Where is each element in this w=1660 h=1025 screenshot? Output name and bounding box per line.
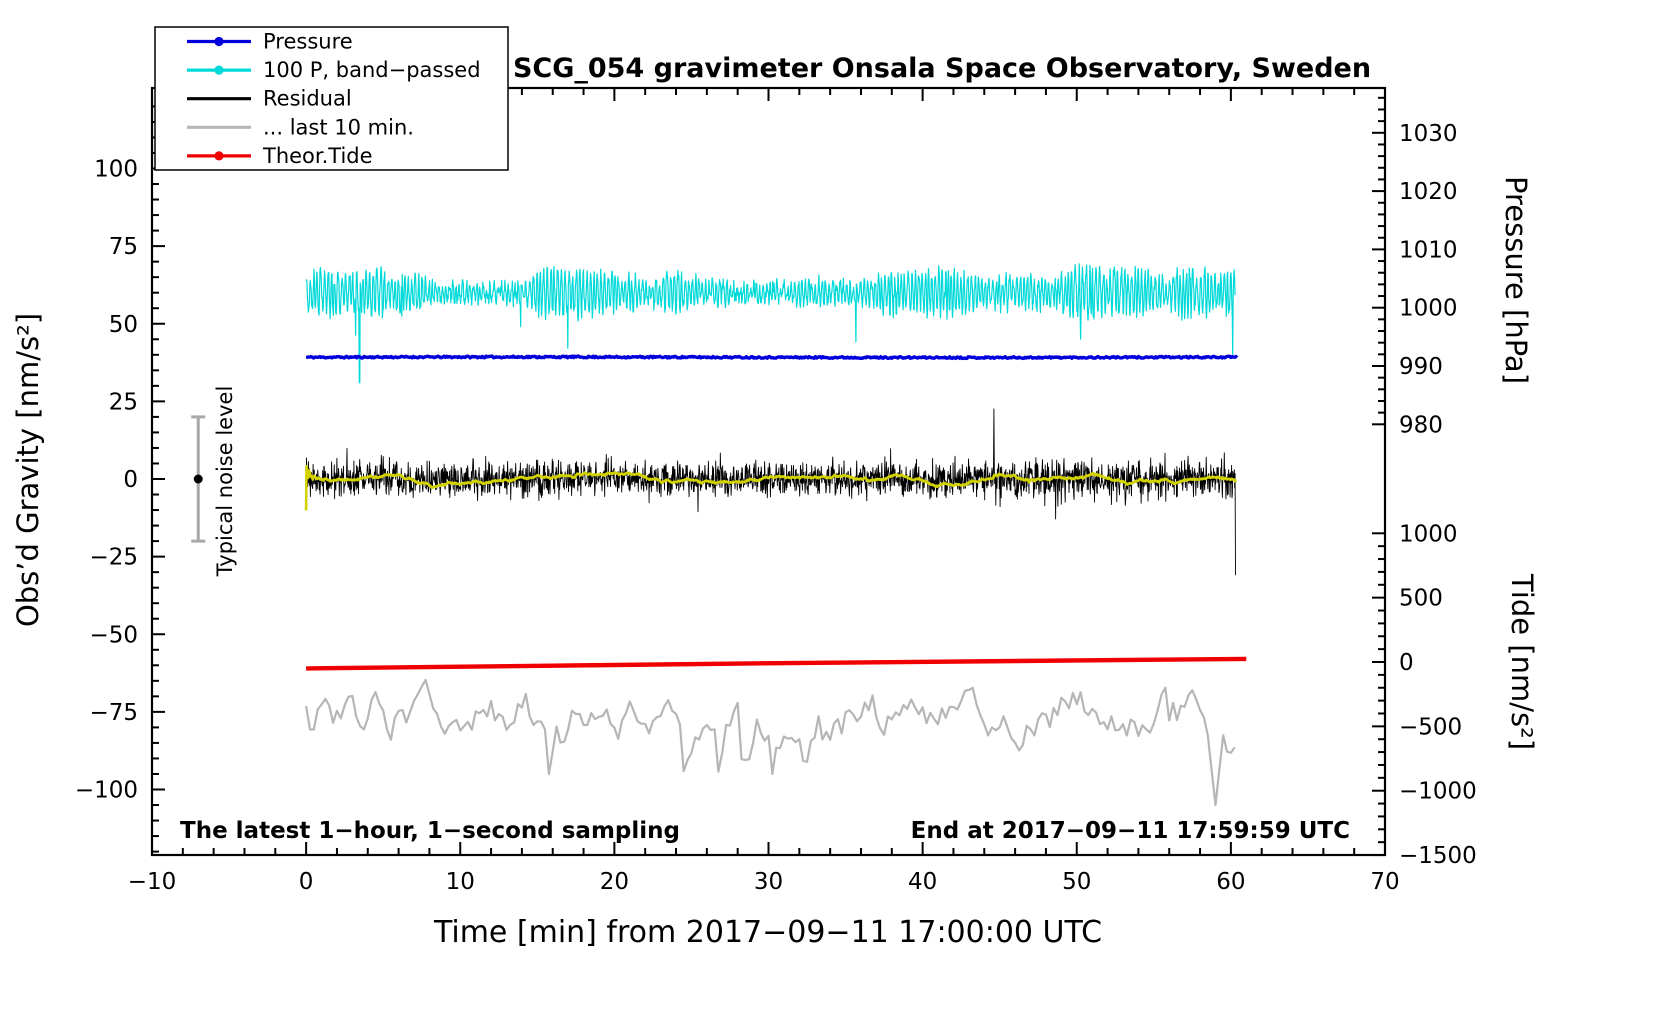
series-residual-smoothed (304, 465, 1237, 511)
x-tick-label: 50 (1062, 869, 1091, 895)
legend-label: ... last 10 min. (263, 115, 414, 139)
pressure-tick-label: 1020 (1399, 179, 1458, 205)
legend: Pressure 100 P, band−passed Residual ... la… (154, 26, 509, 171)
tide-tick-label: 0 (1399, 650, 1414, 676)
pressure-tick-label: 1030 (1399, 121, 1458, 147)
gravity-tick-label: 50 (109, 312, 138, 338)
x-tick-label: 40 (908, 869, 937, 895)
series-pressure-bandpassed (305, 263, 1236, 384)
x-tick-label: 10 (446, 869, 475, 895)
legend-label: Residual (263, 87, 352, 111)
gravity-tick-label: −75 (89, 700, 138, 726)
gravity-tick-label: 100 (94, 157, 138, 183)
legend-label: 100 P, band−passed (263, 58, 481, 82)
x-tick-label: −10 (128, 869, 177, 895)
x-tick-label: 30 (754, 869, 783, 895)
legend-label: Theor.Tide (262, 144, 373, 168)
noise-bar-center-dot (193, 474, 203, 484)
legend-marker-dot (214, 36, 224, 47)
series-residual-last10 (305, 678, 1236, 807)
pressure-tick-label: 1010 (1399, 237, 1458, 263)
gravity-tick-label: 0 (123, 467, 138, 493)
tide-tick-label: −1000 (1399, 779, 1477, 805)
series-pressure (305, 354, 1239, 361)
gravity-tick-label: −25 (89, 545, 138, 571)
sampling-note: The latest 1−hour, 1−second sampling (180, 818, 680, 844)
x-tick-label: 70 (1370, 869, 1399, 895)
noise-level-bar (191, 415, 206, 543)
x-tick-label: 0 (299, 869, 314, 895)
legend-marker-dot (214, 151, 224, 161)
y-axis-title-gravity: Obs’d Gravity [nm/s²] (11, 313, 45, 627)
x-tick-label: 20 (600, 869, 629, 895)
tide-tick-label: −500 (1399, 714, 1462, 740)
gravity-tick-label: −50 (89, 622, 138, 648)
gravity-tick-label: −100 (75, 778, 138, 804)
tide-tick-label: 500 (1399, 586, 1443, 612)
tide-tick-label: −1500 (1399, 843, 1477, 869)
axis-ticks: −10 0 10 20 30 40 50 60 701007550250−25−50−75−10… (75, 89, 1477, 895)
pressure-tick-label: 980 (1399, 412, 1443, 438)
x-tick-label: 60 (1216, 869, 1245, 895)
plot-frame (150, 86, 1387, 857)
legend-marker-dot (214, 65, 224, 75)
data-series (304, 263, 1247, 807)
y-axis-title-pressure: Pressure [hPa] (1499, 176, 1533, 384)
chart-title: SCG_054 gravimeter Onsala Space Observat… (513, 53, 1371, 84)
pressure-tick-label: 1000 (1399, 296, 1458, 322)
gravity-tick-label: 75 (109, 234, 138, 260)
noise-bar-label: Typical noise level (213, 386, 237, 578)
series-residual (305, 408, 1236, 576)
pressure-tick-label: 990 (1399, 354, 1443, 380)
legend-label: Pressure (263, 30, 353, 54)
series-theor-tide (306, 656, 1247, 671)
y-axis-title-tide: Tide [nm/s²] (1505, 573, 1539, 750)
gravity-tick-label: 25 (109, 389, 138, 415)
tide-tick-label: 1000 (1399, 521, 1458, 547)
end-time-note: End at 2017−09−11 17:59:59 UTC (911, 818, 1350, 844)
x-axis-title: Time [min] from 2017−09−11 17:00:00 UTC (433, 915, 1102, 950)
